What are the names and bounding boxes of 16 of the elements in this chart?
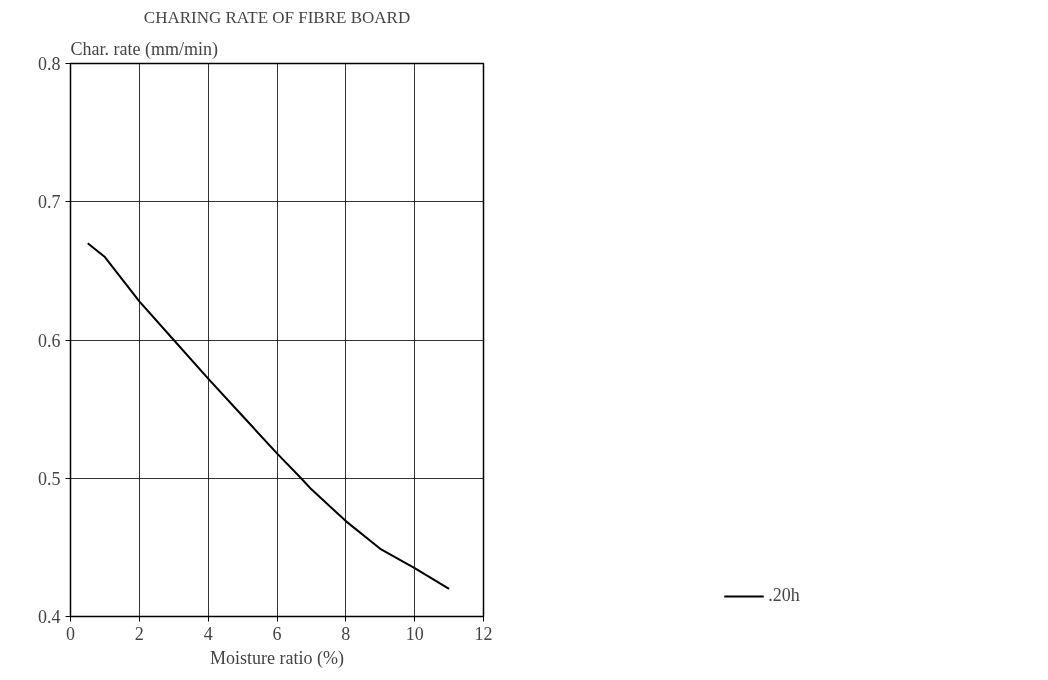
x-axis-title: Moisture ratio (%) <box>210 647 344 669</box>
x-tick-label: 10 <box>405 623 424 644</box>
y-tick-label: 0.8 <box>38 54 61 74</box>
x-tick-label: 6 <box>272 623 282 644</box>
x-tick-label: 8 <box>341 623 351 644</box>
y-tick-label: 0.6 <box>38 330 61 351</box>
y-tick-label: 0.7 <box>38 192 61 213</box>
legend-label: .20h <box>768 585 800 606</box>
x-tick-label: 2 <box>134 623 144 644</box>
chart-title: CHARING RATE OF FIBRE BOARD <box>143 7 411 27</box>
x-tick-label: 0 <box>66 623 75 644</box>
x-tick-label: 12 <box>474 623 493 644</box>
y-axis-title: Char. rate (mm/min) <box>70 38 218 60</box>
y-tick-label: 0.5 <box>38 468 61 489</box>
x-tick-label: 4 <box>203 623 213 644</box>
y-tick-label: 0.4 <box>38 607 61 627</box>
